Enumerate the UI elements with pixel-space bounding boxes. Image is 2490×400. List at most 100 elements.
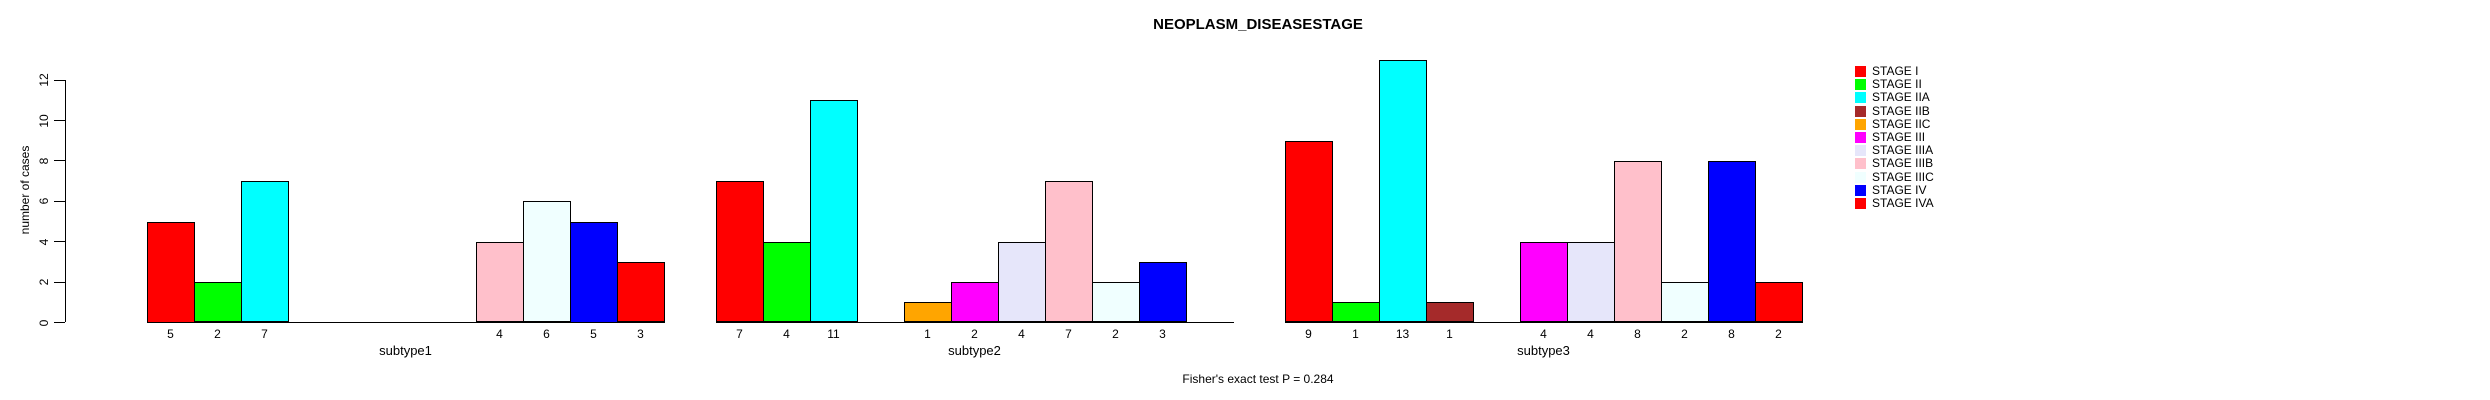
y-tick [54,200,65,202]
y-tick [54,160,65,162]
y-tick-label: 2 [37,278,51,286]
bar-stage-iv-subtype1 [570,221,618,323]
bar-stage-iiia-subtype2 [998,241,1046,323]
bar-stage-iib-subtype3 [1426,302,1474,323]
bar-stage-i-subtype2 [716,181,764,323]
bar-value-label: 2 [971,327,978,341]
bar-stage-iia-subtype1 [241,181,289,323]
legend-label: STAGE IIIA [1872,143,1934,158]
legend-swatch [1855,118,1866,130]
legend-item: STAGE IV [1855,182,1934,197]
bar-value-label: 3 [1159,327,1166,341]
group-label-subtype3: subtype3 [1517,343,1570,358]
bar-stage-iiib-subtype2 [1045,181,1093,323]
bar-value-label: 8 [1634,327,1641,341]
bar-stage-iiib-subtype1 [476,241,524,323]
legend-item: STAGE IVA [1855,195,1934,210]
bar-value-label: 8 [1728,327,1735,341]
legend-item: STAGE IIIC [1855,169,1934,184]
legend-label: STAGE IIC [1872,116,1931,131]
legend-swatch [1855,105,1866,117]
bar-stage-iv-subtype3 [1708,160,1756,323]
legend-label: STAGE I [1872,64,1919,78]
legend-label: STAGE IVA [1872,195,1934,210]
y-tick [54,322,65,323]
bar-value-label: 2 [1112,327,1119,341]
bar-value-label: 4 [496,327,503,341]
bar-stage-iiia-subtype3 [1567,241,1615,323]
bar-value-label: 11 [827,327,840,341]
y-axis-line [65,80,66,323]
bar-stage-iva-subtype1 [617,261,665,323]
y-tick [54,241,65,243]
legend-label: STAGE IV [1872,182,1927,197]
bar-stage-iv-subtype2 [1139,261,1187,323]
bar-stage-iii-subtype3 [1520,241,1568,323]
legend-swatch [1855,132,1866,144]
legend-item: STAGE IIA [1855,91,1934,104]
bar-value-label: 5 [167,327,174,341]
bar-stage-iiic-subtype1 [523,201,571,323]
bar-stage-iva-subtype3 [1755,282,1803,323]
legend-item: STAGE IIIA [1855,143,1934,158]
bar-stage-ii-subtype1 [194,282,242,323]
legend-item: STAGE IIB [1855,103,1934,118]
fisher-test-annotation: Fisher's exact test P = 0.284 [1182,372,1334,386]
group-label-subtype2: subtype2 [948,343,1001,358]
bar-stage-iiib-subtype3 [1614,160,1662,323]
legend: STAGE I STAGE II STAGE IIA STAGE IIB STAGE I… [1855,64,1934,210]
chart-title: NEOPLASM_DISEASESTAGE [1153,16,1363,33]
bar-value-label: 1 [1446,327,1453,341]
bar-value-label: 4 [1018,327,1025,341]
legend-swatch [1855,158,1866,170]
bar-value-label: 1 [924,327,931,341]
bar-stage-ii-subtype3 [1332,302,1380,323]
bar-stage-iiic-subtype2 [1092,282,1140,323]
y-tick-label: 6 [37,197,51,205]
y-tick [54,281,65,283]
bar-value-label: 4 [1540,327,1547,341]
bar-value-label: 7 [261,327,268,341]
legend-swatch [1855,145,1866,157]
bar-value-label: 7 [736,327,743,341]
legend-label: STAGE II [1872,77,1922,92]
bar-stage-i-subtype3 [1285,140,1333,323]
y-tick [54,120,65,121]
y-tick-label: 8 [37,157,51,165]
y-axis-label: number of cases [18,145,32,235]
bar-value-label: 3 [637,327,644,341]
legend-label: STAGE IIIB [1872,156,1934,171]
legend-item: STAGE III [1855,129,1934,144]
bar-value-label: 2 [1681,327,1688,341]
bar-stage-iiic-subtype3 [1661,282,1709,323]
bar-stage-iic-subtype2 [904,302,952,323]
legend-swatch [1855,197,1866,209]
bar-stage-iia-subtype2 [810,100,858,323]
legend-label: STAGE IIA [1872,90,1930,105]
bar-value-label: 7 [1065,327,1072,341]
bar-stage-ii-subtype2 [763,241,811,323]
y-tick-label: 12 [37,73,51,87]
legend-label: STAGE IIIC [1872,169,1934,184]
bar-value-label: 2 [1775,327,1782,341]
y-tick-label: 0 [37,319,51,326]
bar-stage-i-subtype1 [147,221,195,323]
bar-value-label: 13 [1395,327,1410,341]
legend-swatch [1855,184,1866,196]
bar-value-label: 6 [543,327,550,341]
y-tick-label: 4 [37,238,51,246]
bar-value-label: 1 [1352,327,1359,341]
legend-label: STAGE IIB [1872,103,1930,118]
legend-swatch [1855,92,1866,104]
legend-item: STAGE I [1855,64,1934,78]
legend-swatch [1855,79,1866,91]
legend-label: STAGE III [1872,129,1926,144]
legend-item: STAGE II [1855,77,1934,92]
y-tick-label: 10 [37,113,51,128]
legend-swatch [1855,171,1866,183]
bar-value-label: 4 [783,327,790,341]
bar-value-label: 4 [1587,327,1594,341]
legend-item: STAGE IIC [1855,116,1934,131]
bar-value-label: 2 [214,327,221,341]
